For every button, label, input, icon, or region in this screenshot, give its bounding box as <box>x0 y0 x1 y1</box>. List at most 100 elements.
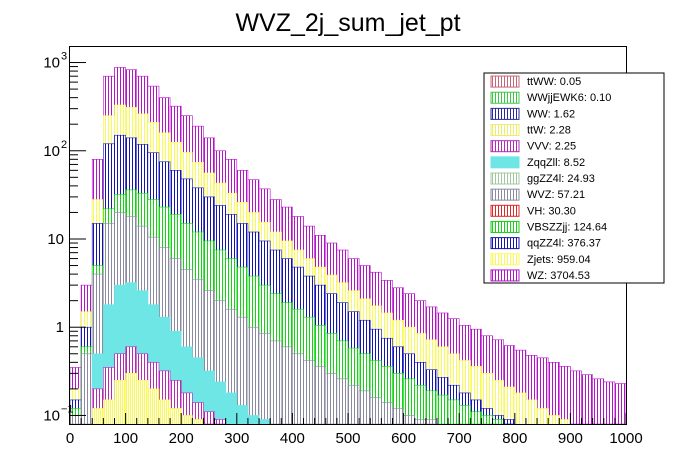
legend-swatch-qqZZ4l <box>490 237 520 250</box>
x-tick-label: 100 <box>113 430 138 447</box>
bar-ZqqZll-17 <box>258 419 271 425</box>
bar-WZ-45 <box>570 370 582 425</box>
bar-WVZ-21 <box>303 360 315 425</box>
legend-label-ttWW: ttWW: 0.05 <box>527 76 581 88</box>
bar-WZ-43 <box>547 362 560 425</box>
legend-label-VBSZZjj: VBSZZjj: 124.64 <box>527 221 607 233</box>
legend-label-WWjjEWK6: WWjjEWK6: 0.10 <box>527 92 611 104</box>
legend-swatch-ttWW <box>490 75 520 88</box>
bar-low-4 <box>114 380 126 425</box>
legend-label-ttW: ttW: 2.28 <box>527 125 571 137</box>
bar-WVZ-32 <box>425 419 438 425</box>
legend-swatch-WWjjEWK6 <box>490 91 520 104</box>
bar-low-10 <box>180 415 193 425</box>
x-tick-label: 600 <box>391 430 416 447</box>
y-tick-label: 10 <box>47 231 64 248</box>
bar-WVZ-22 <box>314 366 327 425</box>
bar-WVZ-19 <box>280 346 293 425</box>
bar-WZ-44 <box>558 366 571 425</box>
bar-Zjets-42 <box>536 408 549 425</box>
legend-swatch-ggZZ4l <box>490 172 520 185</box>
bar-WVZ-25 <box>347 384 360 425</box>
legend-label-WW: WW: 1.62 <box>527 108 575 120</box>
bar-low-8 <box>158 399 171 425</box>
legend-label-ggZZ4l: ggZZ4l: 24.93 <box>527 173 595 185</box>
legend-swatch-WZ <box>490 269 520 282</box>
bar-VBSZZjj-37 <box>481 415 493 425</box>
bar-WZ-49 <box>614 383 627 425</box>
x-tick-label: 900 <box>558 430 583 447</box>
legend-label-Zjets: Zjets: 959.04 <box>527 254 591 266</box>
bar-WZ-48 <box>603 381 616 425</box>
bar-VBSZZjj-33 <box>436 394 449 425</box>
legend: ttWW: 0.05 WWjjEWK6: 0.10 WW: 1.62 ttW: 2.2… <box>483 72 665 284</box>
legend-label-VVV: VVV: 2.25 <box>527 141 576 153</box>
bar-Zjets-44 <box>558 419 571 425</box>
legend-label-qqZZ4l: qqZZ4l: 376.37 <box>527 238 601 250</box>
bar-low-7 <box>147 388 160 425</box>
bar-WVZ-27 <box>369 397 382 425</box>
x-tick-label: 200 <box>169 430 194 447</box>
bar-WVZ-1 <box>80 353 93 425</box>
legend-swatch-VVV <box>490 140 520 153</box>
bar-Zjets-39 <box>503 386 516 425</box>
x-tick-label: 700 <box>447 430 472 447</box>
y-tick-label: 10 <box>43 55 60 72</box>
bar-VBSZZjj-31 <box>414 384 427 425</box>
bar-WVZ-24 <box>336 378 349 425</box>
y-tick-exponent: −1 <box>61 403 74 415</box>
x-tick-label: 500 <box>335 430 360 447</box>
bar-WVZ-0 <box>69 415 82 425</box>
legend-swatch-ZqqZll <box>490 156 520 169</box>
bar-qqZZ4l-39 <box>503 419 516 425</box>
bar-VBSZZjj-32 <box>425 390 438 425</box>
bar-low-2 <box>91 408 104 425</box>
bar-Zjets-43 <box>547 415 560 425</box>
x-tick-label: 1000 <box>609 430 642 447</box>
bar-VBSZZjj-34 <box>447 399 460 425</box>
bar-WVZ-20 <box>292 353 304 425</box>
legend-label-VH: VH: 30.30 <box>527 205 576 217</box>
bar-WZ-46 <box>581 374 593 425</box>
bar-ZqqZll-15 <box>236 405 249 425</box>
bar-WVZ-28 <box>381 402 393 425</box>
legend-swatch-WW <box>490 107 520 120</box>
bar-low-9 <box>169 408 182 425</box>
legend-swatch-ttW <box>490 124 520 137</box>
legend-label-WZ: WZ: 3704.53 <box>527 270 590 282</box>
x-tick-label: 800 <box>502 430 527 447</box>
bar-WVZ-30 <box>403 415 416 425</box>
bar-ZqqZll-13 <box>214 381 226 425</box>
bar-VBSZZjj-38 <box>492 419 504 425</box>
y-tick-label: 10 <box>43 407 60 424</box>
bar-WVZ-16 <box>247 326 260 425</box>
legend-label-ZqqZll: ZqqZll: 8.52 <box>527 157 585 169</box>
bar-WZ-47 <box>592 378 605 425</box>
bar-VBSZZjj-36 <box>470 411 482 425</box>
legend-swatch-VH <box>490 204 520 217</box>
legend-swatch-VBSZZjj <box>490 220 520 233</box>
x-tick-label: 400 <box>280 430 305 447</box>
legend-swatch-WVZ <box>490 188 520 201</box>
bar-low-11 <box>192 419 204 425</box>
bar-Zjets-41 <box>525 399 538 425</box>
legend-swatch-Zjets <box>490 253 520 266</box>
bar-low-5 <box>125 373 138 425</box>
bar-WVZ-18 <box>269 340 282 425</box>
legend-label-WVZ: WVZ: 57.21 <box>527 189 585 201</box>
y-tick-exponent: 2 <box>61 139 67 151</box>
bar-low-3 <box>103 399 115 425</box>
bar-WVZ-23 <box>325 373 338 425</box>
bar-WVZ-17 <box>258 333 271 425</box>
bar-WVZ-29 <box>392 408 404 425</box>
y-tick-exponent: 3 <box>61 51 67 63</box>
bar-VVV-12 <box>203 411 215 425</box>
x-tick-label: 300 <box>224 430 249 447</box>
bar-low-6 <box>136 380 149 425</box>
bar-VBSZZjj-35 <box>458 405 471 425</box>
bar-VVV-13 <box>214 419 226 425</box>
bar-Zjets-40 <box>514 392 527 425</box>
y-tick-label: 10 <box>43 143 60 160</box>
